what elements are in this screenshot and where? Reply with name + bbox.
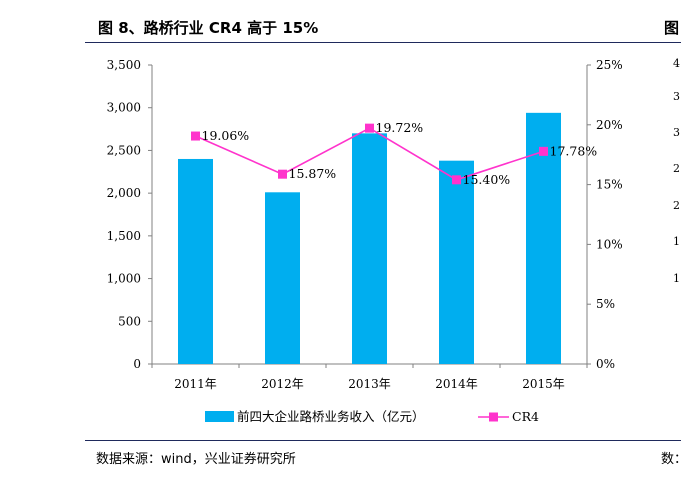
right-tick-label: 15% [596,178,623,192]
x-tick-label: 2013年 [348,377,391,391]
cr4-marker [191,131,200,141]
legend-line-label: CR4 [512,409,539,424]
right-tick-label: 0% [596,357,615,371]
bar [352,133,387,364]
right-tick-label: 10% [596,237,623,251]
clipped-tick-label: 3 [673,90,680,103]
clipped-tick-label: 4 [673,57,680,70]
right-tick-label: 20% [596,118,623,132]
clipped-tick-label: 1 [673,272,680,285]
left-tick-label: 2,000 [107,186,141,200]
data-source: 数据来源：wind，兴业证券研究所 [96,452,296,467]
x-tick-label: 2011年 [174,377,217,391]
bar [178,158,213,364]
cr4-data-label: 15.87% [289,166,337,181]
cr4-line-series [191,123,548,185]
cr4-data-label: 17.78% [550,143,598,158]
clipped-tick-label: 2 [673,199,680,212]
clipped-tick-label: 2 [673,162,680,175]
left-tick-label: 1,000 [107,272,141,286]
left-tick-label: 0 [133,357,141,371]
legend-line-marker [489,412,498,422]
left-tick-label: 3,000 [107,101,141,115]
x-tick-label: 2015年 [522,377,565,391]
left-tick-label: 1,500 [107,229,141,243]
source-rule [85,440,681,441]
figure-title: 图 8、路桥行业 CR4 高于 15% [98,19,319,37]
x-tick-label: 2014年 [435,377,478,391]
data-labels: 19.06% 15.87% 19.72% 15.40% 17.78% [202,120,598,187]
next-figure-title-clipped: 图 [664,19,680,37]
right-tick-label: 25% [596,58,623,72]
x-tick-label: 2012年 [261,377,304,391]
right-tick-label: 5% [596,297,615,311]
clipped-tick-label: 1 [673,235,680,248]
cr4-marker [539,146,548,156]
cr4-data-label: 19.72% [376,120,424,135]
clipped-tick-label: 3 [673,126,680,139]
clipped-next-chart-ticks: 4 3 3 2 2 1 1 [673,57,680,285]
chart-axes: 0 500 1,000 1,500 2,000 2,500 3,000 3,500 0% 5% 10… [107,58,623,391]
bar-series [178,112,561,364]
left-tick-label: 500 [118,314,141,328]
bar [439,160,474,364]
legend-bar-label: 前四大企业路桥业务收入（亿元） [237,409,425,424]
cr4-marker [278,169,287,179]
bar [265,192,300,364]
chart-legend: 前四大企业路桥业务收入（亿元） CR4 [205,409,539,424]
cr4-data-label: 19.06% [202,128,250,143]
left-tick-label: 3,500 [107,58,141,72]
next-source-clipped: 数： [661,452,681,467]
left-tick-label: 2,500 [107,143,141,157]
cr4-marker [365,123,374,133]
legend-bar-swatch [205,411,234,422]
cr4-marker [452,175,461,185]
title-rule [85,42,681,43]
cr4-data-label: 15.40% [463,172,511,187]
